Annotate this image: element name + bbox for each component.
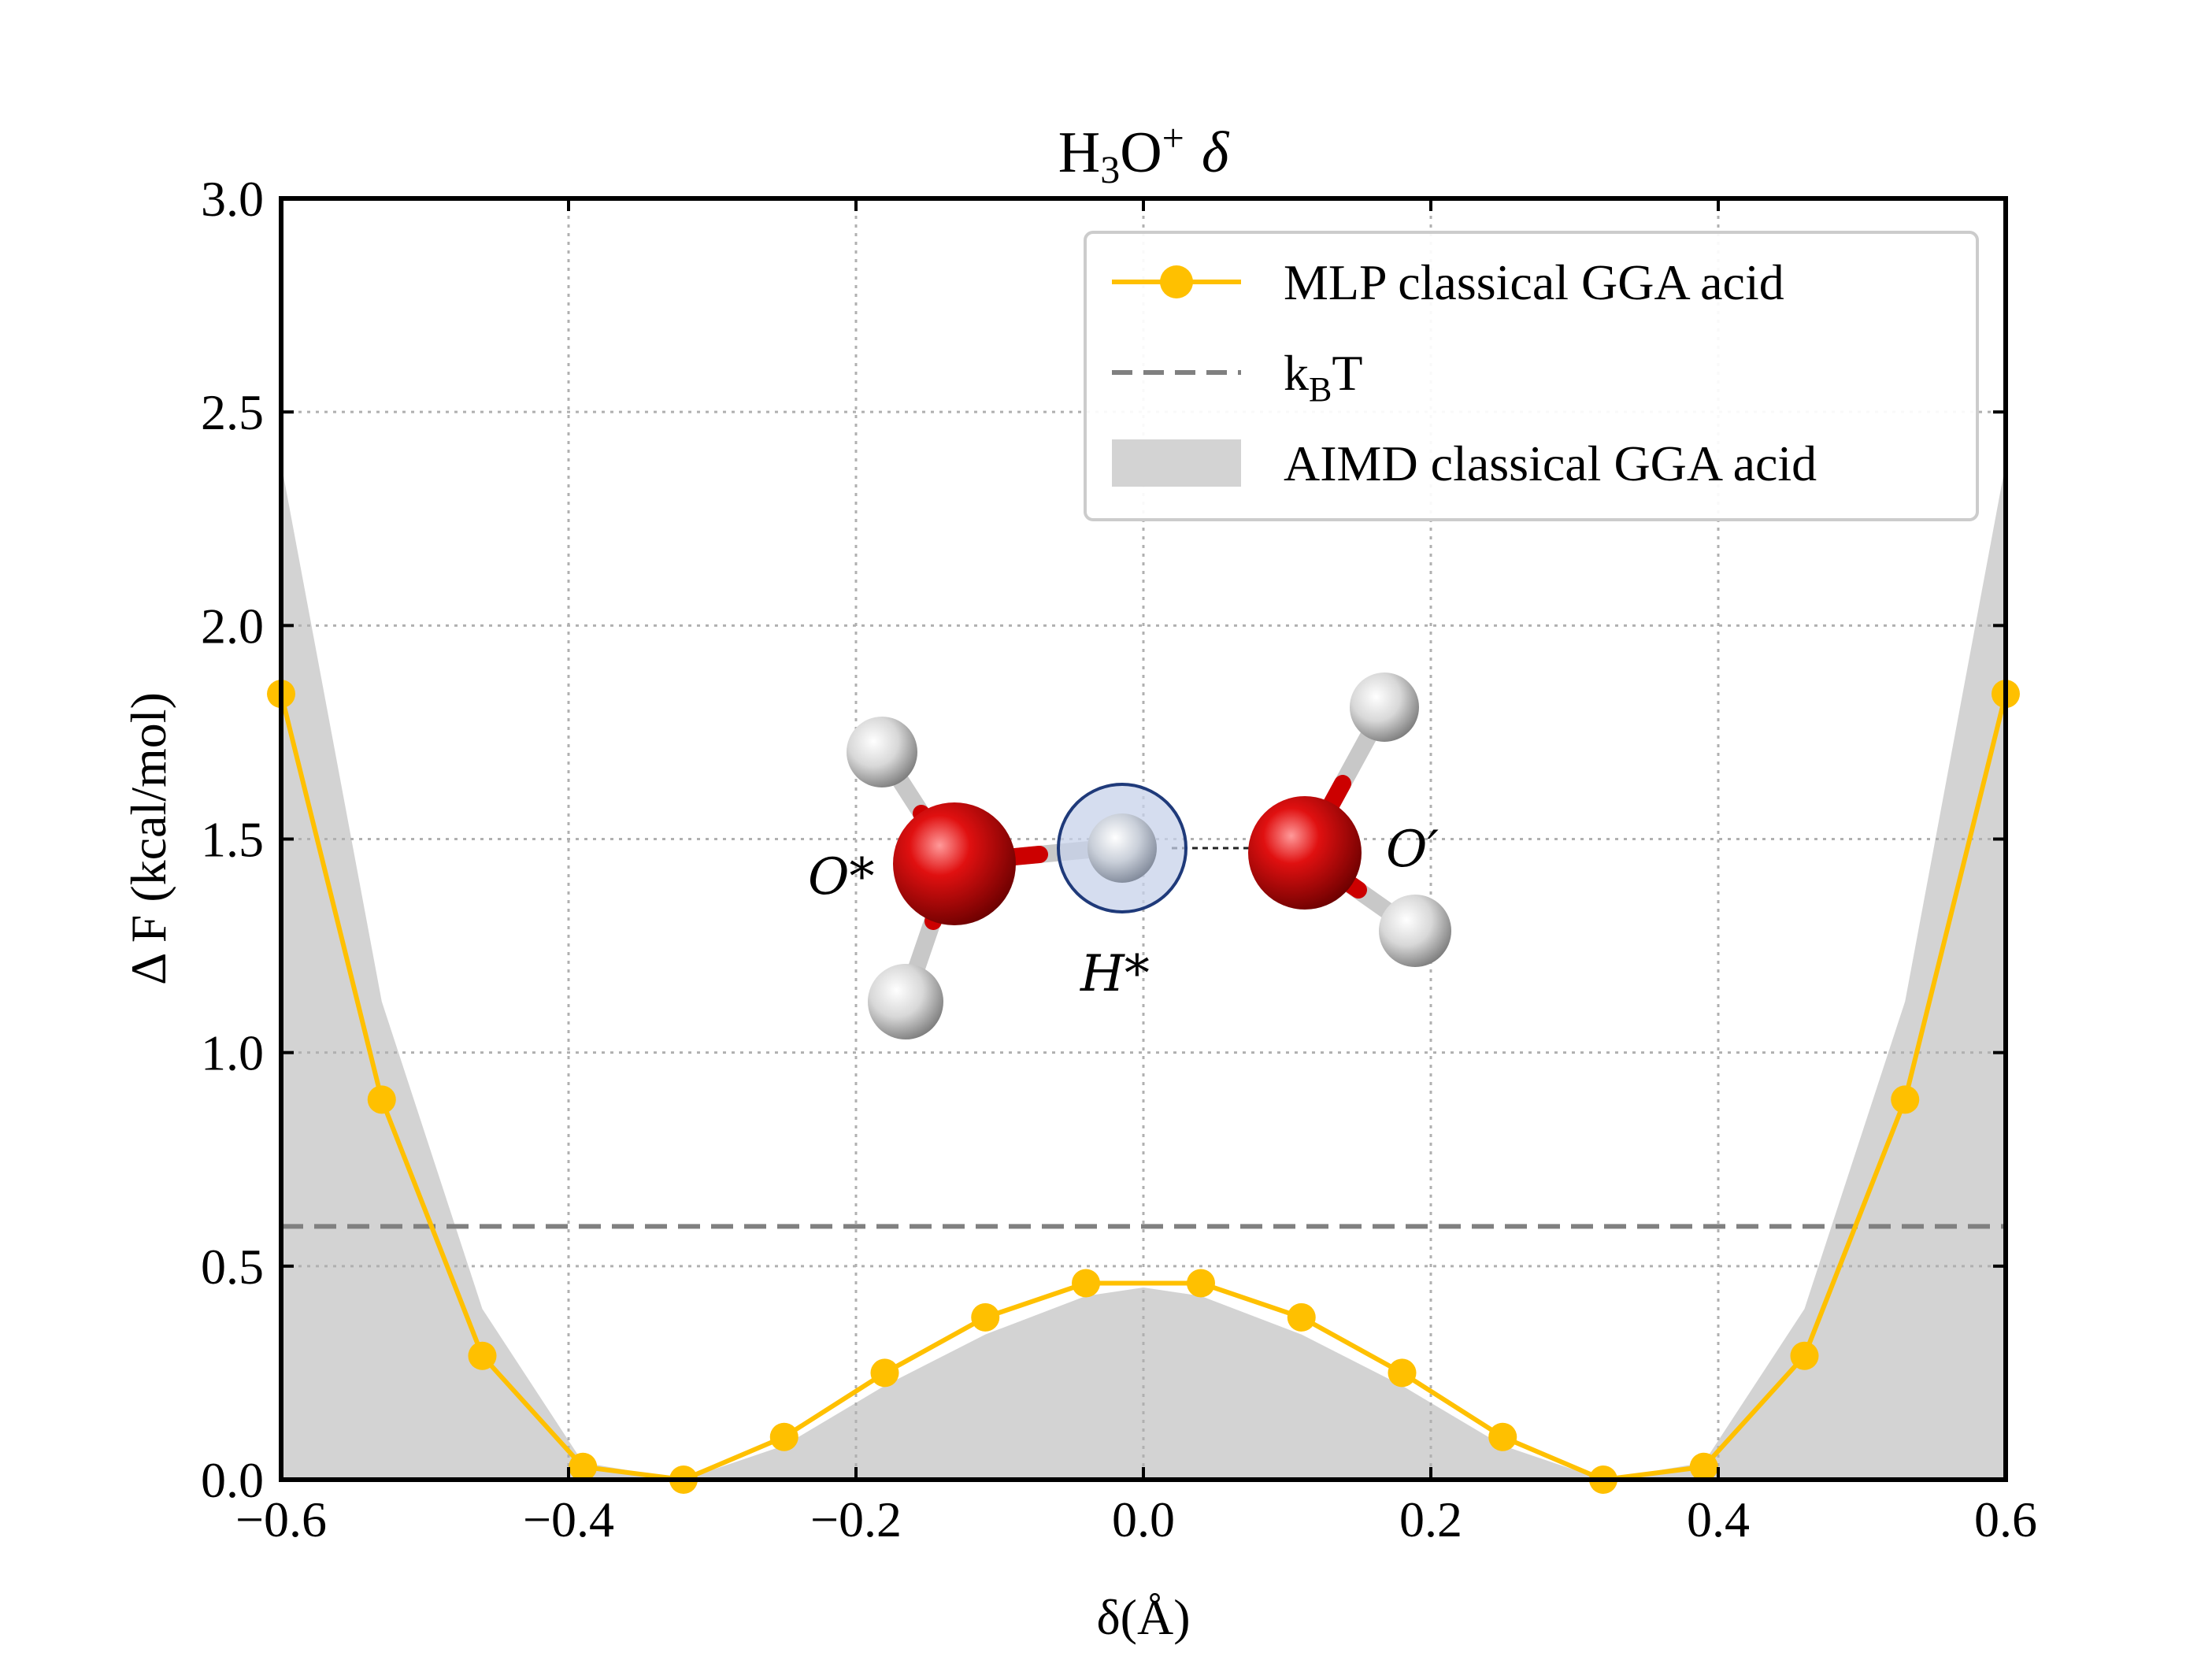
hydrogen-atom-icon bbox=[1379, 895, 1451, 967]
h-star-label: H* bbox=[1080, 945, 1150, 1003]
x-tick-label: −0.6 bbox=[235, 1491, 327, 1547]
x-tick-label: −0.2 bbox=[810, 1491, 902, 1547]
mlp-point bbox=[569, 1452, 598, 1481]
x-tick-label: 0.0 bbox=[1112, 1491, 1175, 1547]
legend-mlp-marker bbox=[1160, 265, 1193, 298]
title-sup-plus: + bbox=[1162, 116, 1184, 160]
chart-title: H3O+ δ bbox=[1058, 116, 1230, 191]
title-o: O bbox=[1120, 120, 1162, 185]
mlp-point bbox=[1891, 1085, 1920, 1114]
hydrogen-atom-icon bbox=[1350, 673, 1419, 742]
mlp-point bbox=[769, 1422, 798, 1451]
x-tick-label: 0.4 bbox=[1687, 1491, 1750, 1547]
legend-kbt-k: k bbox=[1284, 345, 1309, 401]
y-tick-label: 0.5 bbox=[201, 1239, 264, 1295]
tick-layer: −0.6 −0.4 −0.2 0.0 0.2 0.4 0.6 0.0 0.5 1.0 1.5 2.0 2… bbox=[201, 171, 2037, 1547]
y-tick-label: 1.0 bbox=[201, 1025, 264, 1081]
title-h: H bbox=[1058, 120, 1100, 185]
mlp-point bbox=[971, 1302, 1000, 1332]
y-axis-label: Δ F (kcal/mol) bbox=[120, 692, 176, 985]
legend-kbt-label: kBT bbox=[1284, 345, 1362, 409]
legend-aimd-swatch bbox=[1112, 439, 1241, 487]
oxygen-atom-icon bbox=[893, 802, 1016, 925]
legend: MLP classical GGA acid kBT AIMD classica… bbox=[1084, 231, 1979, 521]
mlp-point bbox=[1790, 1341, 1819, 1370]
title-delta: δ bbox=[1202, 120, 1230, 185]
mlp-line bbox=[279, 693, 2008, 1482]
mlp-point bbox=[468, 1341, 497, 1370]
mlp-point bbox=[1287, 1302, 1316, 1332]
mlp-point bbox=[870, 1358, 899, 1388]
x-axis-label: δ(Å) bbox=[1097, 1589, 1191, 1645]
mlp-point bbox=[1689, 1452, 1718, 1481]
legend-mlp-label: MLP classical GGA acid bbox=[1284, 254, 1784, 310]
o-star-label: O* bbox=[808, 848, 874, 906]
mlp-point bbox=[1488, 1422, 1517, 1451]
aimd-area-layer bbox=[281, 463, 2006, 1480]
mlp-point bbox=[1187, 1269, 1215, 1298]
y-tick-label: 2.0 bbox=[201, 598, 264, 654]
grid-layer bbox=[281, 198, 2006, 1480]
x-tick-label: 0.2 bbox=[1399, 1491, 1462, 1547]
hydrogen-atom-icon bbox=[868, 964, 943, 1039]
x-tick-label: −0.4 bbox=[523, 1491, 614, 1547]
y-tick-label: 2.5 bbox=[201, 384, 264, 440]
legend-box bbox=[1084, 231, 1979, 521]
mlp-point bbox=[1072, 1269, 1100, 1298]
legend-kbt-t: T bbox=[1332, 345, 1362, 401]
y-tick-label: 3.0 bbox=[201, 171, 264, 227]
title-sub-3: 3 bbox=[1100, 147, 1120, 191]
legend-aimd-label: AIMD classical GGA acid bbox=[1284, 435, 1817, 491]
x-tick-label: 0.6 bbox=[1974, 1491, 2037, 1547]
y-tick-label: 0.0 bbox=[201, 1452, 264, 1508]
o-prime-label: O′ bbox=[1386, 821, 1439, 879]
y-tick-label: 1.5 bbox=[201, 812, 264, 868]
aimd-area bbox=[281, 463, 2006, 1480]
mlp-point bbox=[367, 1085, 396, 1114]
oxygen-atom-icon bbox=[1248, 796, 1362, 910]
water-dimer-inset: O* O′ H* bbox=[808, 673, 1451, 1039]
h-star-atom-icon bbox=[1087, 813, 1157, 883]
mlp-point bbox=[1388, 1358, 1417, 1388]
legend-kbt-sub: B bbox=[1309, 370, 1332, 409]
hydrogen-atom-icon bbox=[847, 717, 917, 787]
